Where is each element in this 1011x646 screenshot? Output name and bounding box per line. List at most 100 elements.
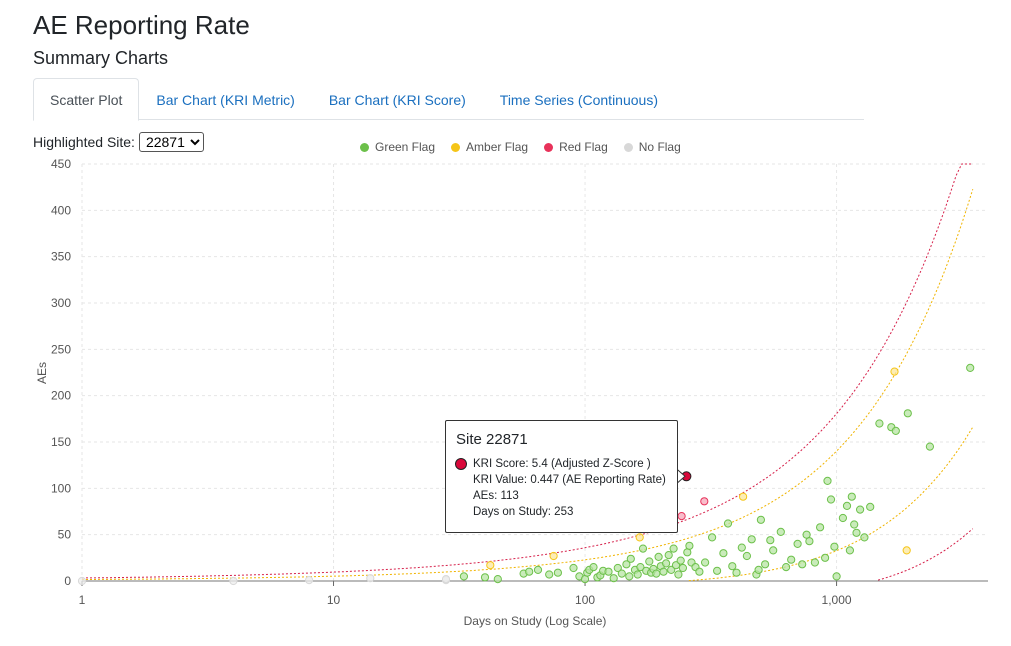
point-green-flag bbox=[798, 560, 807, 569]
point-green-flag bbox=[847, 492, 856, 501]
point-green-flag bbox=[850, 520, 859, 529]
point-amber-flag bbox=[486, 561, 495, 570]
legend-item-green-flag[interactable]: Green Flag bbox=[360, 140, 435, 154]
point-green-flag bbox=[776, 527, 785, 537]
point-green-flag bbox=[742, 551, 752, 561]
point-amber-flag bbox=[902, 546, 911, 555]
point-green-flag bbox=[701, 558, 710, 567]
point-green-flag bbox=[875, 419, 884, 428]
point-green-flag bbox=[609, 574, 618, 583]
point-green-flag bbox=[903, 409, 912, 418]
tab-bar-chart-kri-score[interactable]: Bar Chart (KRI Score) bbox=[328, 92, 466, 108]
x-tick-label: 100 bbox=[575, 593, 595, 607]
point-green-flag bbox=[695, 567, 704, 576]
point-green-flag bbox=[459, 572, 468, 581]
point-green-flag bbox=[782, 563, 791, 572]
page-subtitle: Summary Charts bbox=[33, 48, 169, 68]
legend-dot-none bbox=[623, 142, 633, 152]
y-tick-label: 400 bbox=[51, 203, 71, 217]
point-green-flag bbox=[569, 563, 578, 573]
red-upper-threshold-curve bbox=[81, 163, 973, 579]
y-tick-label: 0 bbox=[64, 574, 71, 588]
highlighted-site-label: Highlighted Site: bbox=[33, 134, 135, 150]
y-tick-label: 450 bbox=[51, 157, 71, 171]
point-green-flag bbox=[678, 563, 688, 573]
page-title: AE Reporting Rate bbox=[33, 10, 250, 40]
legend-label-red: Red Flag bbox=[559, 140, 608, 154]
point-no-flag bbox=[229, 576, 238, 586]
legend-dot-red bbox=[544, 142, 554, 152]
tab-bar-chart-kri-metric[interactable]: Bar Chart (KRI Metric) bbox=[156, 92, 295, 108]
point-green-flag bbox=[821, 553, 830, 562]
point-green-flag bbox=[480, 573, 490, 582]
point-green-flag bbox=[754, 565, 763, 575]
red-lower-threshold-curve bbox=[877, 528, 974, 581]
x-tick-label: 10 bbox=[327, 593, 341, 607]
point-green-flag bbox=[664, 551, 673, 560]
legend-label-none: No Flag bbox=[638, 140, 681, 154]
point-amber-flag bbox=[549, 551, 558, 561]
point-green-flag bbox=[830, 542, 839, 551]
tooltip-kri-score-text: KRI Score: 5.4 (Adjusted Z-Score ) bbox=[473, 458, 651, 470]
legend-dot-amber bbox=[451, 142, 461, 152]
point-green-flag bbox=[787, 555, 796, 564]
y-tick-label: 50 bbox=[58, 528, 72, 542]
point-green-flag bbox=[823, 476, 832, 485]
tooltip-kri-score: KRI Score: 5.4 (Adjusted Z-Score ) bbox=[455, 456, 667, 472]
point-green-flag bbox=[622, 560, 631, 569]
y-tick-label: 250 bbox=[51, 342, 71, 356]
point-no-flag bbox=[366, 574, 375, 583]
site-tooltip: Site 22871 KRI Score: 5.4 (Adjusted Z-Sc… bbox=[445, 420, 678, 533]
y-tick-label: 100 bbox=[51, 481, 71, 495]
tooltip-kri-value: KRI Value: 0.447 (AE Reporting Rate) bbox=[473, 474, 666, 486]
legend-item-no-flag[interactable]: No Flag bbox=[623, 140, 681, 154]
point-amber-flag bbox=[739, 492, 748, 501]
point-green-flag bbox=[533, 565, 543, 575]
legend-item-red-flag[interactable]: Red Flag bbox=[544, 140, 608, 154]
tab-time-series-continuous[interactable]: Time Series (Continuous) bbox=[499, 92, 658, 108]
y-axis-title: AEs bbox=[35, 362, 49, 384]
point-green-flag bbox=[604, 567, 613, 576]
tab-scatter-plot[interactable]: Scatter Plot bbox=[33, 78, 140, 121]
amber-lower-threshold-curve bbox=[688, 426, 974, 582]
point-green-flag bbox=[625, 572, 634, 581]
x-axis-title: Days on Study (Log Scale) bbox=[464, 614, 607, 628]
point-green-flag bbox=[553, 568, 563, 577]
x-tick-label: 1 bbox=[79, 593, 86, 607]
point-green-flag bbox=[652, 569, 661, 578]
point-green-flag bbox=[662, 559, 671, 568]
legend-label-amber: Amber Flag bbox=[466, 140, 529, 154]
point-green-flag bbox=[674, 570, 683, 579]
y-tick-label: 200 bbox=[51, 389, 71, 403]
point-green-flag bbox=[891, 426, 900, 435]
point-green-flag bbox=[708, 533, 717, 542]
point-green-flag bbox=[860, 533, 869, 542]
point-red-flag bbox=[677, 512, 686, 521]
chart-legend: Green Flag Amber Flag Red Flag No Flag bbox=[360, 140, 681, 154]
point-green-flag bbox=[756, 515, 766, 524]
y-tick-label: 150 bbox=[51, 435, 71, 449]
point-red-flag bbox=[700, 497, 709, 506]
tooltip-aes: AEs: 113 bbox=[473, 490, 519, 502]
point-green-flag bbox=[842, 501, 852, 510]
point-no-flag bbox=[305, 576, 314, 585]
point-green-flag bbox=[793, 539, 802, 549]
point-green-flag bbox=[633, 570, 642, 579]
tooltip-red-dot-icon bbox=[455, 458, 467, 470]
point-green-flag bbox=[659, 567, 668, 576]
x-tick-label: 1,000 bbox=[822, 593, 852, 607]
point-green-flag bbox=[669, 544, 678, 553]
legend-item-amber-flag[interactable]: Amber Flag bbox=[451, 140, 528, 154]
point-green-flag bbox=[761, 560, 770, 569]
point-green-flag bbox=[617, 569, 626, 578]
point-green-flag bbox=[747, 535, 756, 544]
highlighted-site-select[interactable]: 22871 bbox=[138, 132, 204, 152]
point-green-flag bbox=[816, 523, 825, 532]
point-green-flag bbox=[676, 556, 685, 565]
point-green-flag bbox=[654, 552, 663, 562]
point-green-flag bbox=[719, 549, 728, 558]
point-green-flag bbox=[838, 513, 848, 523]
point-amber-flag bbox=[635, 533, 644, 542]
point-green-flag bbox=[810, 558, 820, 567]
